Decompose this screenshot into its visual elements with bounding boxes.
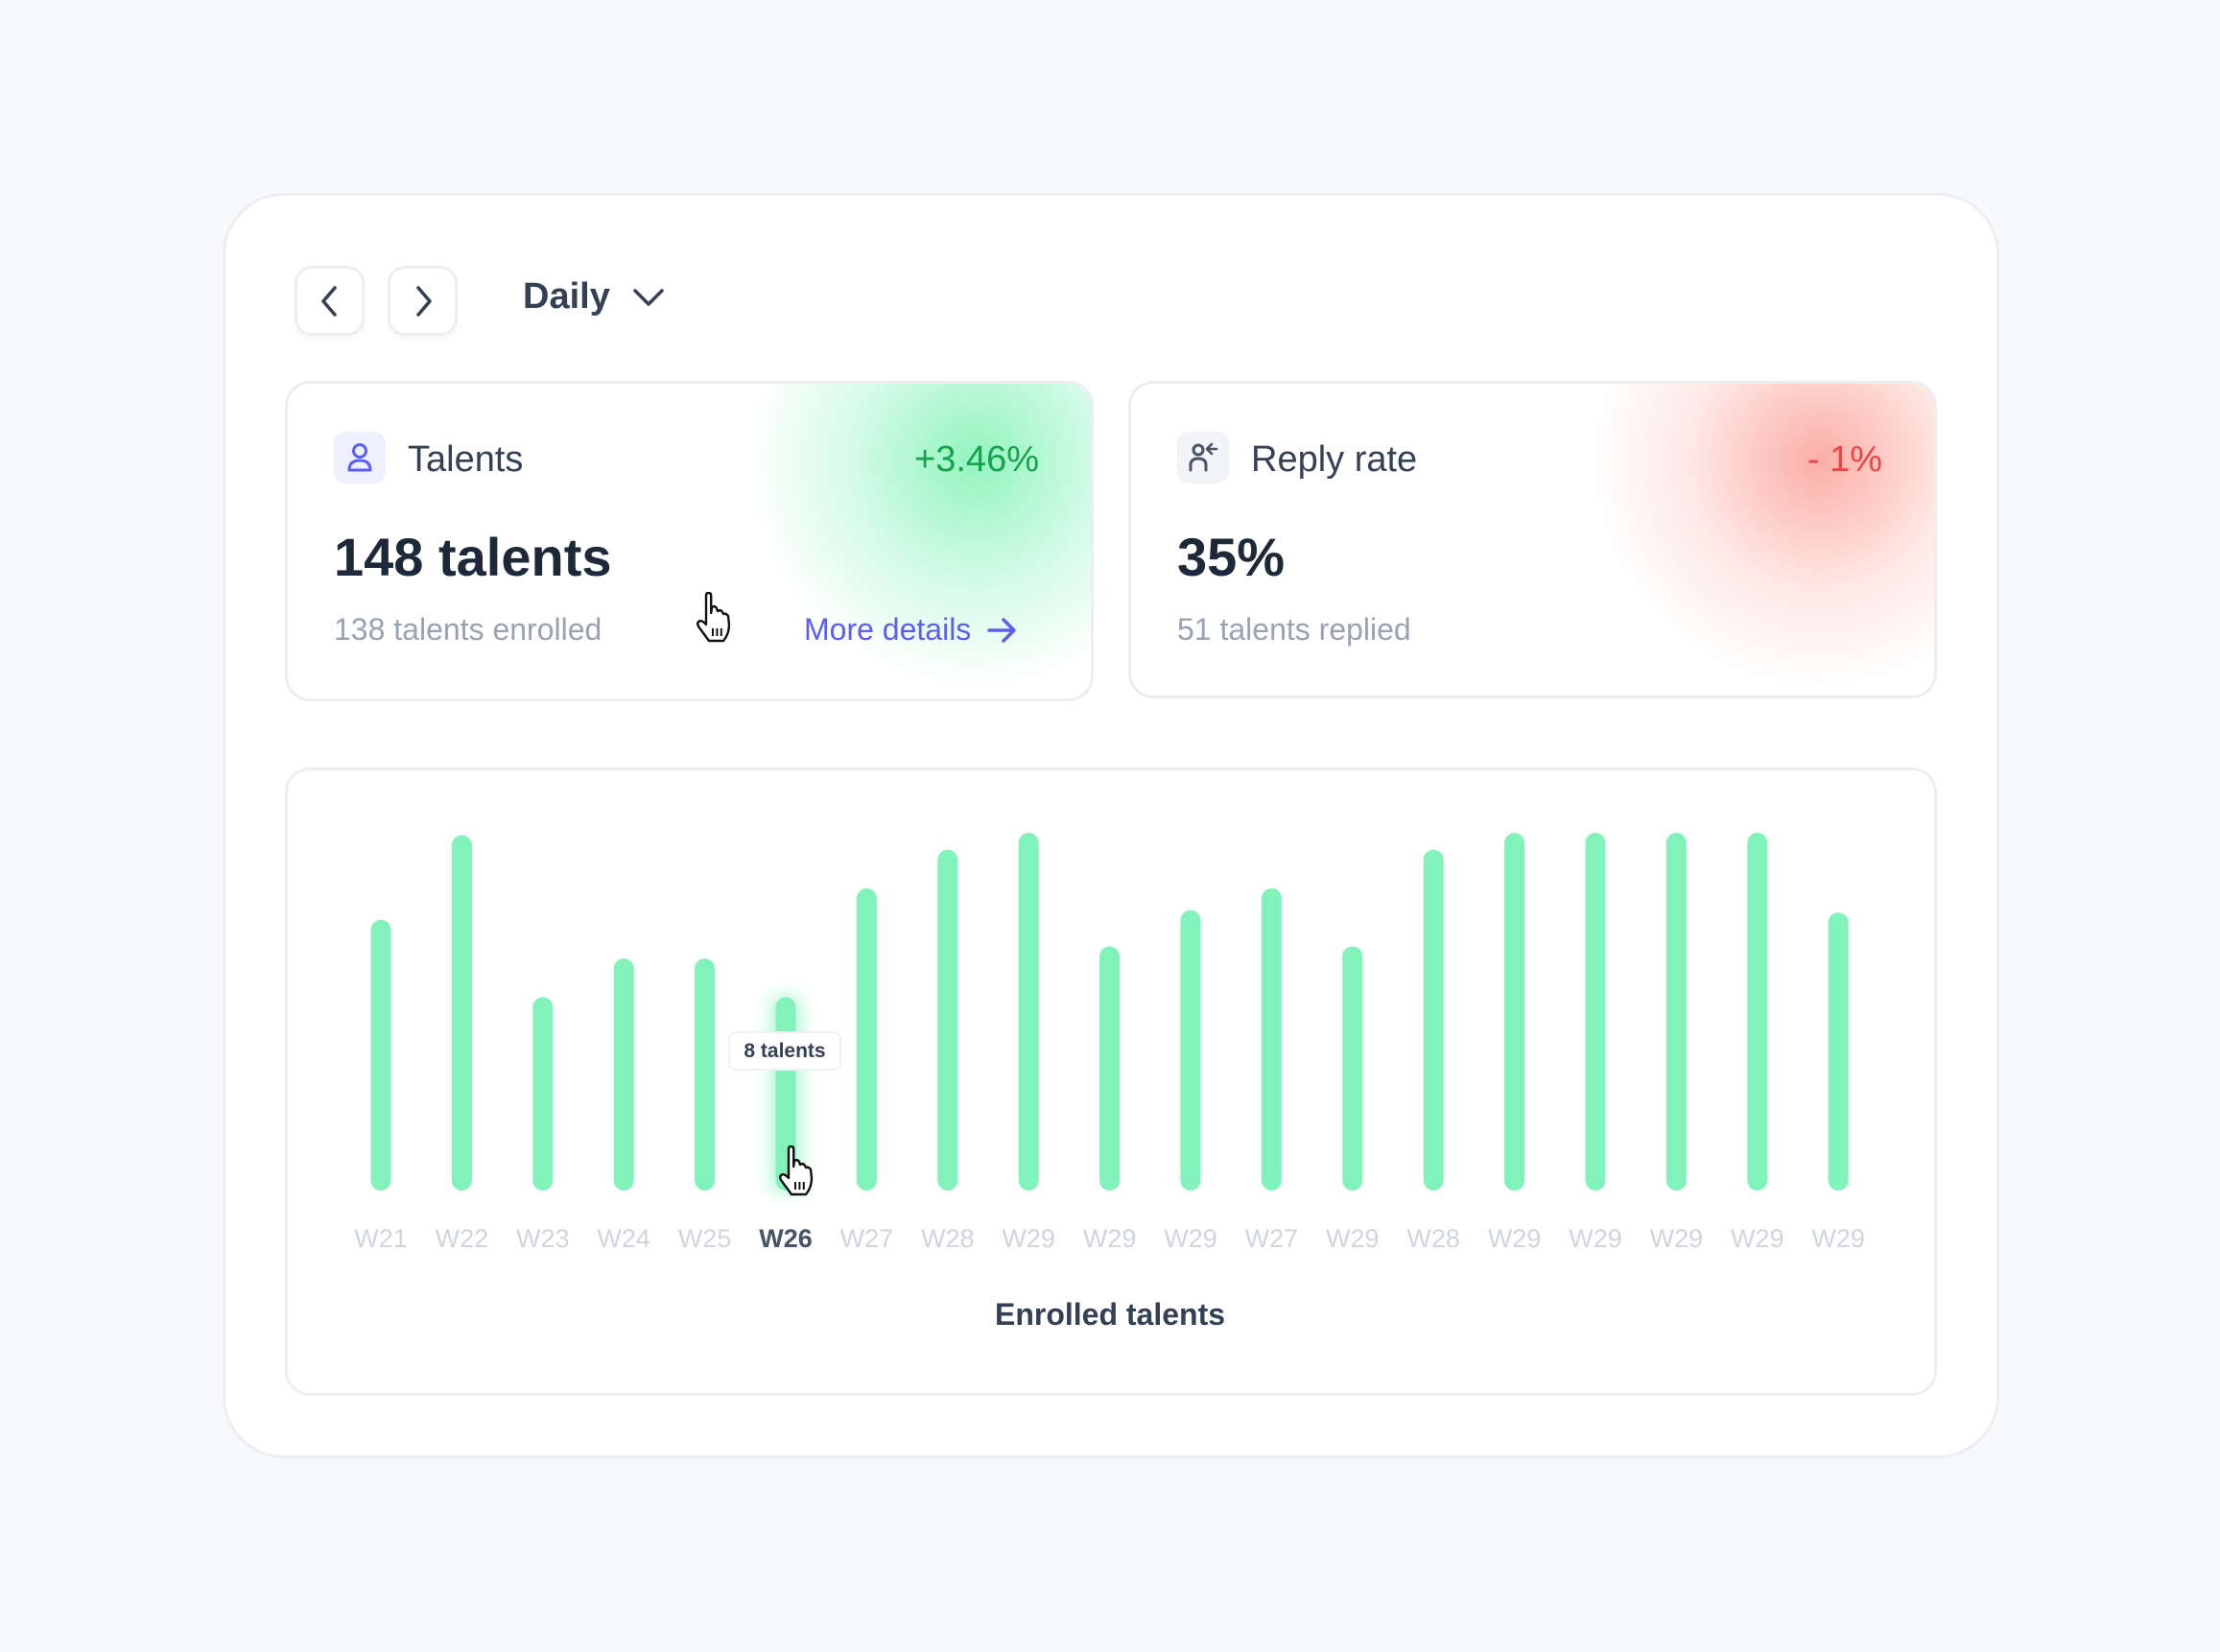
bar-w27[interactable] xyxy=(1261,888,1282,1191)
user-reply-icon xyxy=(1177,432,1229,484)
chart-title: Enrolled talents xyxy=(994,1297,1226,1332)
period-dropdown[interactable]: Daily xyxy=(523,276,666,318)
card-title: Reply rate xyxy=(1251,439,1418,480)
x-tick-label: W26 xyxy=(759,1224,813,1253)
user-icon xyxy=(334,432,386,484)
x-tick-label: W27 xyxy=(1244,1224,1299,1253)
x-tick-label: W27 xyxy=(839,1224,894,1253)
bar-w23[interactable] xyxy=(532,997,554,1191)
bar-w29[interactable] xyxy=(1099,946,1121,1191)
x-tick-label: W29 xyxy=(1487,1224,1542,1253)
bar-w29[interactable] xyxy=(1504,833,1525,1191)
chevron-left-icon xyxy=(320,285,337,317)
period-label: Daily xyxy=(523,276,610,317)
x-tick-label: W28 xyxy=(1406,1224,1460,1253)
bar-w28[interactable] xyxy=(937,849,958,1191)
more-details-link[interactable]: More details xyxy=(804,612,1019,648)
arrow-right-icon xyxy=(987,617,1017,643)
hand-cursor-icon xyxy=(697,592,731,643)
x-tick-label: W29 xyxy=(1164,1224,1217,1253)
talents-card: Talents +3.46% 148 talents 138 talents e… xyxy=(285,381,1094,701)
card-title: Talents xyxy=(408,439,524,480)
chevron-right-icon xyxy=(415,285,432,317)
x-tick-label: W29 xyxy=(1082,1224,1137,1253)
metric-subtitle: 138 talents enrolled xyxy=(334,612,602,647)
delta-badge: +3.46% xyxy=(914,439,1039,480)
hand-cursor-icon xyxy=(779,1145,814,1196)
reply-rate-card: Reply rate - 1% 35% 51 talents replied xyxy=(1128,381,1937,698)
metric-value: 148 talents xyxy=(334,527,612,587)
more-details-label: More details xyxy=(804,612,972,647)
bar-w27[interactable] xyxy=(856,888,877,1191)
x-tick-label: W28 xyxy=(921,1224,975,1253)
previous-button[interactable] xyxy=(295,266,365,336)
next-button[interactable] xyxy=(388,266,458,336)
bar-w29[interactable] xyxy=(1828,912,1849,1191)
bar-w29[interactable] xyxy=(1665,833,1687,1191)
x-tick-label: W29 xyxy=(1326,1224,1380,1253)
bar-tooltip: 8 talents xyxy=(728,1031,841,1071)
bar-w29[interactable] xyxy=(1585,833,1606,1191)
bar-w21[interactable] xyxy=(370,919,391,1191)
bar-w22[interactable] xyxy=(451,835,472,1191)
x-tick-label: W25 xyxy=(677,1224,732,1253)
bar-w25[interactable] xyxy=(695,958,716,1191)
bar-w29[interactable] xyxy=(1018,833,1039,1191)
x-tick-label: W22 xyxy=(435,1224,489,1253)
x-tick-label: W29 xyxy=(1811,1224,1865,1253)
bar-w29[interactable] xyxy=(1180,909,1201,1191)
bar-w29[interactable] xyxy=(1342,946,1363,1191)
bar-w29[interactable] xyxy=(1747,833,1768,1191)
x-tick-label: W29 xyxy=(1002,1224,1055,1253)
x-tick-label: W24 xyxy=(597,1224,650,1253)
x-tick-label: W29 xyxy=(1731,1224,1784,1253)
x-tick-label: W21 xyxy=(354,1224,408,1253)
bar-w28[interactable] xyxy=(1423,849,1444,1191)
chevron-down-icon xyxy=(633,288,664,306)
x-tick-label: W29 xyxy=(1649,1224,1704,1253)
x-tick-label: W29 xyxy=(1569,1224,1622,1253)
metric-subtitle: 51 talents replied xyxy=(1177,612,1411,647)
x-tick-label: W23 xyxy=(516,1224,570,1253)
bar-w24[interactable] xyxy=(613,958,634,1191)
metric-value: 35% xyxy=(1177,527,1286,587)
delta-badge: - 1% xyxy=(1807,439,1882,480)
